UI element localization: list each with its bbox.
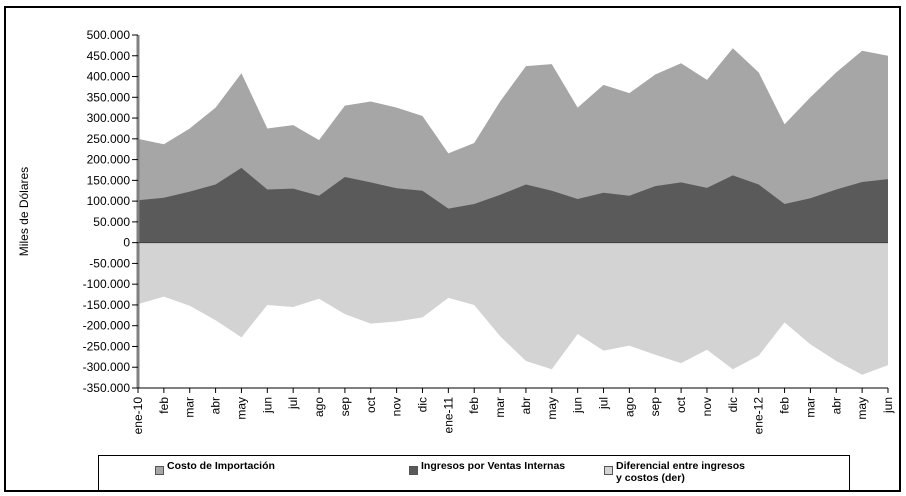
- y-axis-label: Miles de Dólares: [17, 167, 31, 256]
- x-tick-label: feb: [467, 397, 481, 414]
- x-tick-label: abr: [209, 397, 223, 414]
- x-tick-label: mar: [803, 397, 817, 418]
- area-ingresos-ventas: [138, 167, 888, 243]
- x-tick-label: abr: [829, 397, 843, 414]
- y-tick-label: -150.000: [83, 298, 131, 312]
- y-tick-label: 0: [123, 236, 130, 250]
- x-tick-label: ago: [312, 397, 326, 417]
- y-tick-label: -250.000: [83, 339, 131, 353]
- x-tick-label: mar: [493, 397, 507, 418]
- legend-swatch-costo: [155, 466, 164, 475]
- legend-label-ingresos: Ingresos por Ventas Internas: [421, 460, 566, 472]
- x-tick-label: oct: [364, 396, 378, 413]
- x-tick-label: feb: [778, 397, 792, 414]
- x-tick-label: may: [855, 397, 869, 420]
- legend-label-costo: Costo de Importación: [167, 460, 275, 472]
- x-tick-label: jul: [286, 397, 300, 410]
- chart-axes: 500.000 450.000 400.000 350.000 300.000 250.0…: [83, 28, 895, 434]
- legend-swatch-diferencial: [604, 466, 613, 475]
- x-tick-label: jun: [881, 397, 895, 414]
- y-tick-label: 500.000: [87, 28, 131, 42]
- x-tick-label: dic: [726, 397, 740, 412]
- area-diferencial: [138, 242, 888, 375]
- chart-areas: [138, 48, 888, 375]
- legend: Costo de Importación Ingresos por Ventas…: [98, 455, 850, 491]
- x-tick-label: sep: [338, 397, 352, 417]
- y-tick-label: 450.000: [87, 49, 131, 63]
- x-tick-label: sep: [648, 397, 662, 417]
- x-tick-label: mar: [183, 397, 197, 418]
- x-tick-label: jul: [597, 397, 611, 410]
- y-tick-label: -50.000: [89, 256, 130, 270]
- y-tick-label: 50.000: [93, 215, 130, 229]
- legend-label-diferencial: Diferencial entre ingresos: [616, 460, 745, 472]
- y-tick-label: -300.000: [83, 360, 131, 374]
- y-tick-label: 350.000: [87, 90, 131, 104]
- y-tick-label: -200.000: [83, 319, 131, 333]
- x-tick-label: nov: [390, 397, 404, 416]
- x-tick-label: feb: [157, 397, 171, 414]
- x-tick-label: oct: [674, 396, 688, 413]
- x-tick-label: ago: [622, 397, 636, 417]
- y-tick-label: 250.000: [87, 132, 131, 146]
- x-tick-label: jun: [260, 397, 274, 414]
- x-tick-label: ene-12: [752, 397, 766, 435]
- x-tick-label: nov: [700, 397, 714, 416]
- x-tick-label: ene-10: [131, 397, 145, 435]
- x-tick-label: abr: [519, 397, 533, 414]
- y-tick-label: 200.000: [87, 153, 131, 167]
- x-tick-label: may: [234, 397, 248, 420]
- legend-label-diferencial-line2: y costos (der): [616, 472, 685, 484]
- y-tick-label: -350.000: [83, 381, 131, 395]
- y-tick-label: 100.000: [87, 194, 131, 208]
- x-tick-label: may: [545, 397, 559, 420]
- y-tick-label: 300.000: [87, 111, 131, 125]
- y-tick-label: -100.000: [83, 277, 131, 291]
- x-tick-label: dic: [415, 397, 429, 412]
- legend-swatch-ingresos: [409, 466, 418, 475]
- x-tick-label: ene-11: [441, 397, 455, 434]
- y-tick-label: 400.000: [87, 70, 131, 84]
- y-tick-label: 150.000: [87, 173, 131, 187]
- x-tick-label: jun: [571, 397, 585, 414]
